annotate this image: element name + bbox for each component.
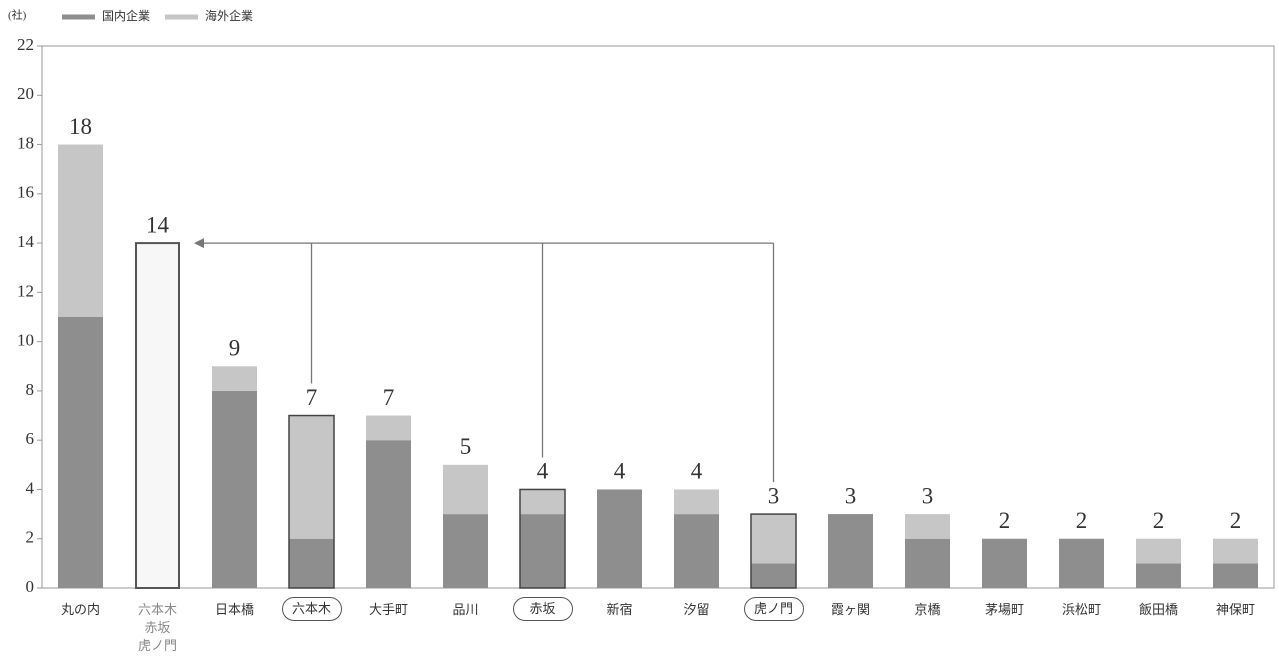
y-tick-label: 20 — [17, 84, 34, 103]
x-tick-label: 汐留 — [683, 602, 710, 617]
total-label: 2 — [1153, 508, 1165, 533]
x-tick-label: 六本木 赤坂 虎ノ門 — [137, 602, 177, 653]
total-label: 2 — [1076, 508, 1088, 533]
x-tick-label: 日本橋 — [214, 602, 254, 617]
total-label: 4 — [691, 459, 703, 484]
x-tick-label: 大手町 — [368, 602, 408, 617]
legend-label: 海外企業 — [205, 8, 253, 23]
x-tick-label: 丸の内 — [60, 602, 100, 617]
bar-outline — [750, 513, 797, 589]
bar-segment — [58, 144, 103, 317]
bar-segment — [366, 415, 411, 441]
plot-frame — [41, 45, 1275, 589]
total-label: 3 — [845, 483, 857, 508]
y-tick-label: 8 — [26, 380, 35, 399]
x-tick-label: 飯田橋 — [1138, 602, 1178, 617]
bar-segment — [366, 440, 411, 588]
x-tick-label: 神保町 — [1215, 602, 1255, 617]
bar-segment — [1213, 563, 1258, 588]
y-tick-label: 0 — [26, 577, 35, 596]
x-tick-label: 京橋 — [914, 602, 941, 617]
bar-segment — [520, 489, 565, 515]
bar-segment — [674, 489, 719, 515]
total-label: 2 — [999, 508, 1011, 533]
bar-segment — [597, 489, 642, 588]
legend-label: 国内企業 — [102, 8, 150, 23]
bar-segment — [212, 390, 257, 588]
bar-segment — [58, 317, 103, 588]
total-label: 5 — [460, 434, 472, 459]
total-label: 2 — [1230, 508, 1242, 533]
bar-segment — [1213, 538, 1258, 564]
bar-segment — [1059, 538, 1104, 588]
bar-segment — [289, 415, 334, 539]
bar-outline — [519, 488, 566, 589]
bar-segment — [751, 514, 796, 564]
total-label: 9 — [229, 336, 241, 361]
y-axis-label: (社) — [8, 8, 27, 22]
x-tick-label: 新宿 — [606, 602, 633, 617]
y-tick-label: 22 — [17, 35, 34, 54]
bar-segment — [905, 538, 950, 588]
y-tick-label: 6 — [26, 429, 35, 448]
bar-segment — [289, 538, 334, 588]
total-label: 7 — [383, 385, 395, 410]
total-label: 14 — [146, 212, 170, 237]
bar-outline — [288, 414, 335, 589]
bar-segment — [751, 563, 796, 588]
x-tick-label: 赤坂 — [512, 597, 573, 621]
x-tick-label: 六本木 — [281, 597, 342, 621]
x-tick-label: 虎ノ門 — [743, 597, 804, 621]
bar-segment — [905, 514, 950, 539]
bar-segment — [443, 514, 488, 588]
y-tick-label: 10 — [17, 331, 34, 350]
bar-segment — [982, 538, 1027, 588]
bar-segment — [1136, 563, 1181, 588]
total-label: 3 — [768, 483, 780, 508]
y-tick-label: 12 — [17, 281, 34, 300]
y-tick-label: 2 — [26, 528, 35, 547]
y-tick-label: 14 — [17, 232, 35, 251]
y-tick-label: 18 — [17, 133, 34, 152]
bar-segment — [828, 514, 873, 588]
x-tick-label: 霞ヶ関 — [830, 602, 870, 617]
total-label: 7 — [306, 385, 318, 410]
combined-bar — [135, 242, 180, 589]
total-label: 3 — [922, 483, 934, 508]
bar-segment — [1136, 538, 1181, 564]
arrow-head — [194, 238, 204, 249]
y-tick-label: 4 — [26, 478, 35, 497]
y-tick-label: 16 — [17, 183, 34, 202]
x-tick-label: 茅場町 — [984, 602, 1024, 617]
total-label: 18 — [69, 114, 92, 139]
total-label: 4 — [537, 459, 549, 484]
x-tick-label: 品川 — [452, 602, 479, 617]
x-tick-label: 浜松町 — [1061, 602, 1101, 617]
bar-segment — [520, 514, 565, 588]
bar-segment — [674, 514, 719, 588]
bar-segment — [212, 366, 257, 391]
total-label: 4 — [614, 459, 626, 484]
bar-segment — [443, 464, 488, 515]
